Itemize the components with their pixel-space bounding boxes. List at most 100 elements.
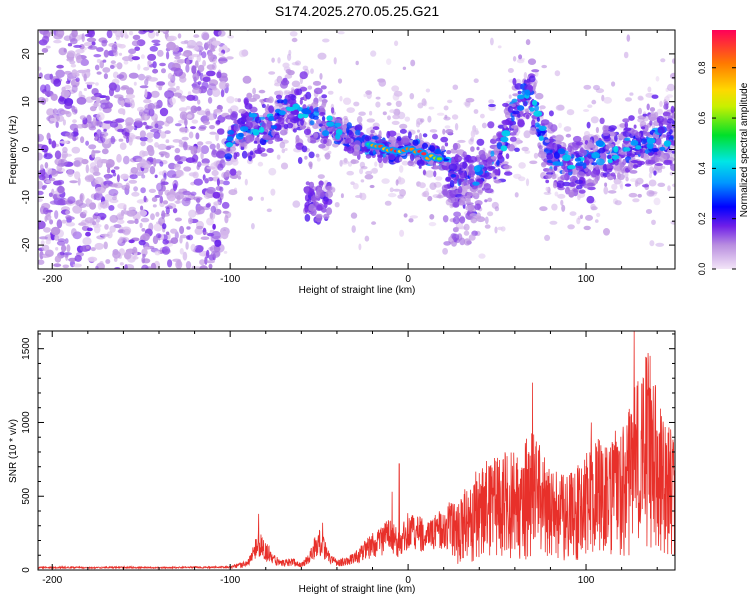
heatmap-blob [267,139,274,145]
heatmap-blob [514,192,519,198]
heatmap-blob [148,188,156,193]
heatmap-blob [567,145,573,153]
heatmap-x-label: Height of straight line (km) [299,285,416,296]
heatmap-blob [56,64,64,69]
heatmap-blob [603,96,612,104]
heatmap-blob [417,129,420,133]
heatmap-blob [50,226,61,236]
snr-panel: -200 -100 0 100 0 500 1000 1500 Height of stra… [8,330,676,595]
heatmap-blob [401,160,409,166]
heatmap-blob [279,129,288,136]
heatmap-blob [109,214,119,223]
heatmap-blob [312,123,319,130]
heatmap-blob [619,163,623,171]
x-tick-label: -200 [42,575,62,586]
heatmap-blob [610,172,616,177]
heatmap-blob [216,143,221,150]
heatmap-blob [343,115,348,121]
heatmap-blob [151,197,158,202]
heatmap-blob [523,101,528,107]
heatmap-blob [193,178,203,186]
heatmap-blob [197,64,205,73]
heatmap-blob [329,126,336,132]
heatmap-blob [204,178,209,184]
heatmap-blob [292,200,301,208]
heatmap-blob [275,94,283,100]
heatmap-blob [39,30,49,35]
heatmap-blob [374,161,378,167]
heatmap-blob [55,69,65,79]
heatmap-blob [425,187,429,194]
heatmap-blob [194,227,203,235]
heatmap-blob [217,30,226,37]
heatmap-blob [75,77,80,82]
heatmap-blob [99,131,109,137]
heatmap-blob [70,38,78,45]
heatmap-blob [525,108,529,114]
heatmap-blob [447,99,453,104]
snr-frame [37,330,676,571]
heatmap-blob [126,210,136,217]
heatmap-blob [575,161,585,167]
heatmap-blob [146,132,155,139]
heatmap-blob [330,107,335,114]
heatmap-blob [137,106,145,112]
heatmap-blob [160,131,167,139]
heatmap-blob [337,78,343,84]
heatmap-blob [108,188,119,197]
heatmap-blob [261,104,266,108]
heatmap-blob [488,103,496,108]
heatmap-blob [443,105,449,111]
y-tick-label: -20 [21,237,32,252]
heatmap-blob [84,217,95,224]
heatmap-blob [179,225,185,235]
heatmap-blob [211,231,222,240]
heatmap-blob [465,97,475,103]
heatmap-blob [299,126,306,130]
heatmap-blob [129,174,138,180]
heatmap-blob [46,132,51,141]
heatmap-blob [545,186,549,192]
heatmap-blob [651,94,659,99]
heatmap-blob [265,97,273,103]
heatmap-blob [170,237,179,245]
heatmap-blob [86,227,93,232]
heatmap-blob [487,211,494,217]
heatmap-blob [486,153,491,157]
heatmap-blob [120,99,125,108]
heatmap-blob [378,161,384,169]
heatmap-blob [179,248,184,255]
heatmap-blob [412,139,419,146]
heatmap-blob [500,136,509,143]
heatmap-blob [297,157,303,164]
heatmap-blob [201,51,207,59]
heatmap-blob [259,116,266,120]
heatmap-blob [239,142,248,147]
heatmap-blob [206,88,213,96]
heatmap-blob [78,90,83,99]
heatmap-blob [592,179,598,185]
heatmap-blob [78,222,87,226]
heatmap-blob [624,183,632,187]
heatmap-blob [158,30,167,33]
heatmap-blob [55,30,65,38]
heatmap-blob [155,211,160,217]
heatmap-blob [427,115,432,123]
heatmap-blob [49,177,56,182]
heatmap-blob [552,182,558,189]
heatmap-blob [308,161,313,168]
heatmap-blob [361,145,367,153]
heatmap-blob [391,120,400,125]
heatmap-blob [630,160,639,164]
heatmap-blob [295,134,300,143]
heatmap-blob [61,219,67,224]
heatmap-blob [651,148,659,152]
heatmap-blob [111,43,118,53]
heatmap-blob [93,102,99,108]
heatmap-blob [441,189,449,196]
heatmap-blob [85,140,89,146]
heatmap-blob [567,224,575,230]
heatmap-blob [41,144,49,153]
heatmap-blob [611,81,616,87]
heatmap-blob [39,72,43,79]
